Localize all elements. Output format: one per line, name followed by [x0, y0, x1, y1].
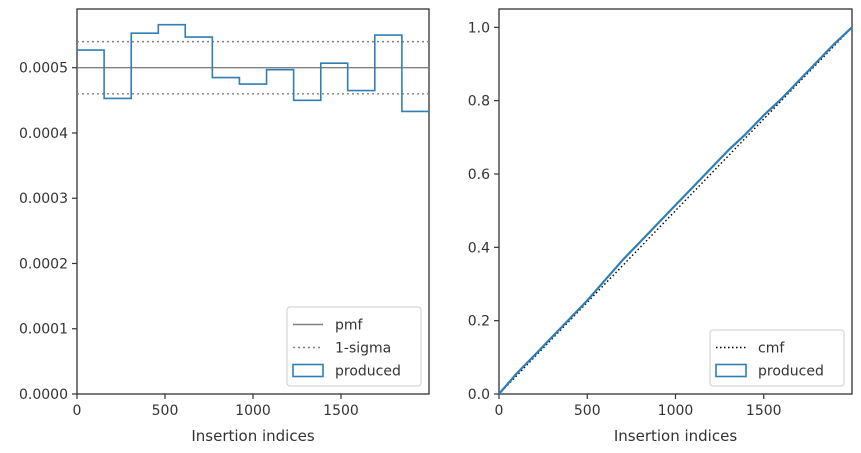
histogram-bin-3	[158, 25, 185, 394]
cmf-y-tick-label: 0.2	[468, 314, 490, 330]
cmf-legend-swatch-produced	[715, 363, 747, 378]
cmf-legend-label-produced: produced	[758, 364, 824, 380]
cmf-x-tick-label: 1500	[746, 403, 782, 419]
histogram-bin-5	[212, 78, 239, 394]
hist-legend-label-produced: produced	[335, 364, 401, 380]
cmf-y-tick-label: 0.8	[468, 94, 490, 110]
hist-legend-box	[286, 306, 422, 387]
cmf-y-tick-label: 0.4	[468, 240, 490, 256]
cmf-chart: 0 500 1000 1500 0.0 0.2 0.4 0.6 0.8 1.0 Insertion …	[468, 8, 853, 445]
cmf-y-tick-label: 0.6	[468, 167, 490, 183]
cmf-x-tick-label: 500	[574, 403, 601, 419]
hist-legend-label-sigma: 1-sigma	[335, 341, 391, 357]
hist-y-tick-label: 0.0005	[19, 61, 68, 77]
histogram-bin-0	[77, 50, 104, 394]
cmf-y-tick-label: 0.0	[468, 387, 490, 403]
histogram-bin-2	[131, 33, 158, 394]
histogram-chart: 0 500 1000 1500 0.0000 0.0001 0.0002 0.0003 0.00…	[19, 8, 430, 445]
hist-x-axis-title: Insertion indices	[191, 427, 314, 445]
hist-legend-swatch-produced	[292, 363, 324, 378]
hist-x-tick-label: 1500	[323, 403, 359, 419]
cmf-x-axis-title: Insertion indices	[614, 427, 737, 445]
histogram-bin-6	[239, 84, 266, 394]
hist-y-tick-label: 0.0004	[19, 126, 68, 142]
cmf-line	[498, 26, 853, 395]
hist-y-tick-label: 0.0002	[19, 256, 68, 272]
histogram-bin-1	[104, 98, 131, 394]
cmf-legend-label-cmf: cmf	[758, 341, 785, 357]
hist-x-tick-label: 500	[152, 403, 179, 419]
hist-y-tick-label: 0.0000	[19, 387, 68, 403]
cmf-x-tick-label: 1000	[658, 403, 694, 419]
hist-x-tick-label: 1000	[235, 403, 271, 419]
hist-y-tick-label: 0.0003	[19, 191, 68, 207]
cmf-x-tick-label: 0	[495, 403, 504, 419]
hist-x-tick-label: 0	[73, 403, 82, 419]
produced-histogram	[77, 23, 429, 113]
cmf-legend-box	[709, 329, 845, 387]
cmf-y-tick-label: 1.0	[468, 20, 490, 36]
hist-legend-label-pmf: pmf	[335, 318, 364, 334]
histogram-bin-4	[185, 37, 212, 394]
hist-y-tick-label: 0.0001	[19, 322, 68, 338]
